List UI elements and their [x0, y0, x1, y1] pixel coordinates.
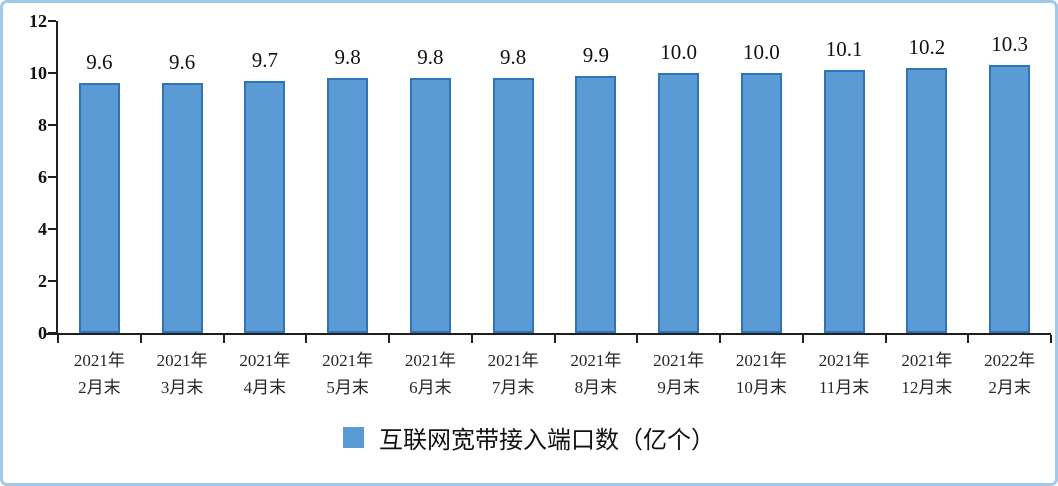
y-tick-label: 6 — [38, 167, 47, 187]
bar — [906, 67, 948, 333]
y-tick — [48, 124, 56, 126]
bar-value-label: 9.8 — [500, 45, 527, 70]
x-tick — [139, 335, 142, 343]
x-category-label: 2021年 10月末 — [735, 351, 787, 397]
bar-value-label: 9.8 — [334, 45, 361, 70]
x-tick — [1050, 335, 1052, 343]
bar — [823, 70, 865, 333]
x-category-label: 2021年 8月末 — [570, 351, 622, 397]
bar — [492, 78, 534, 333]
bar-value-label: 9.7 — [251, 47, 278, 72]
bar — [78, 83, 120, 333]
legend-label: 互联网宽带接入端口数（亿个） — [379, 428, 715, 454]
x-category-label: 2021年 7月末 — [487, 351, 539, 397]
x-tick — [388, 335, 390, 343]
y-tick-label: 0 — [38, 323, 47, 343]
bar-value-label: 10.3 — [991, 32, 1028, 57]
x-category-label: 2021年 2月末 — [73, 351, 125, 397]
bar — [244, 80, 286, 333]
x-tick — [222, 335, 225, 343]
x-tick — [719, 335, 721, 343]
bar-value-label: 10.0 — [743, 40, 780, 64]
bar-value-label: 10.2 — [908, 34, 946, 59]
x-tick — [636, 335, 639, 343]
legend-swatch — [343, 427, 364, 448]
legend: 互联网宽带接入端口数（亿个） — [3, 420, 1055, 455]
x-category-label: 2021年 11月末 — [818, 351, 870, 397]
x-category-label: 2021年 6月末 — [404, 351, 456, 397]
y-tick-label: 8 — [38, 115, 47, 135]
x-category-label: 2021年 9月末 — [653, 351, 705, 397]
x-category-label: 2021年 5月末 — [322, 351, 374, 397]
bar — [161, 83, 203, 333]
x-tick — [884, 335, 887, 343]
x-tick — [57, 335, 59, 343]
y-tick-label: 2 — [38, 271, 47, 291]
x-category-label: 2021年 3月末 — [156, 351, 208, 397]
bar-value-label: 10.0 — [660, 40, 697, 64]
bar — [658, 73, 700, 333]
bar-value-label: 9.6 — [169, 50, 196, 75]
bar — [409, 78, 451, 333]
x-tick — [553, 335, 556, 343]
bar-value-label: 9.9 — [582, 42, 609, 67]
y-tick — [48, 228, 56, 230]
y-tick-label: 12 — [29, 11, 47, 31]
x-tick — [967, 335, 970, 343]
bar — [740, 73, 782, 333]
y-tick — [48, 72, 56, 74]
y-tick-label: 10 — [29, 63, 47, 83]
x-tick — [801, 335, 804, 343]
x-tick — [470, 335, 473, 343]
y-tick-label: 4 — [38, 219, 47, 239]
bar-value-label: 10.1 — [825, 37, 863, 62]
y-axis-line — [56, 21, 58, 333]
x-category-label: 2022年 2月末 — [984, 351, 1036, 397]
y-tick — [48, 280, 56, 282]
bar-value-label: 9.8 — [417, 45, 444, 70]
x-category-label: 2021年 12月末 — [901, 351, 953, 397]
bar-value-label: 9.6 — [86, 50, 113, 75]
bar — [989, 65, 1031, 333]
y-tick — [48, 176, 56, 178]
x-axis-line — [45, 333, 1051, 335]
x-tick — [305, 335, 308, 343]
bar — [327, 78, 369, 333]
bar — [575, 75, 617, 333]
y-tick — [48, 20, 56, 22]
x-category-label: 2021年 4月末 — [239, 351, 291, 397]
